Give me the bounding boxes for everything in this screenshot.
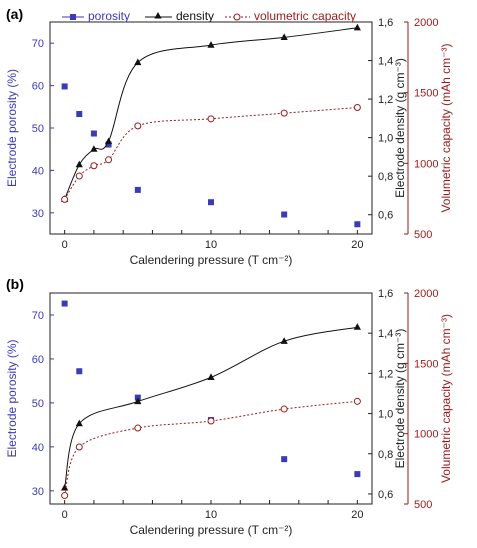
left-tick-label: 30 — [32, 486, 44, 498]
density-point — [280, 33, 288, 41]
right2-tick-label: 1000 — [414, 158, 438, 170]
right2-tick-label: 1000 — [414, 429, 438, 441]
legend-porosity-label: porosity — [88, 9, 130, 23]
capacity-point — [207, 417, 215, 425]
density-point — [104, 137, 113, 145]
porosity-point — [90, 130, 97, 137]
x-tick-label: 10 — [205, 239, 217, 251]
legend-capacity-label: volumetric capacity — [254, 9, 356, 23]
right2-tick-label: 500 — [414, 499, 432, 511]
x-tick-label: 20 — [351, 239, 363, 251]
porosity-axis-label: Electrode porosity (%) — [5, 339, 19, 457]
porosity-axis-label: Electrode porosity (%) — [5, 69, 19, 187]
panel-b: (b) 0 10 20 Calendering pressure (T cm⁻²) 30 4… — [5, 276, 453, 537]
porosity-point — [354, 221, 361, 228]
x-axis-label: Calendering pressure (T cm⁻²) — [130, 253, 293, 267]
capacity-point — [75, 172, 83, 180]
right1-tick-label: 0,8 — [378, 171, 393, 183]
legend-capacity-marker — [233, 13, 241, 21]
capacity-point — [61, 195, 69, 203]
porosity-point — [354, 471, 361, 478]
x-tick-label: 20 — [351, 509, 363, 521]
density-point — [207, 373, 215, 380]
porosity-point — [61, 83, 68, 90]
right2-tick-label: 2000 — [414, 17, 438, 29]
right1-tick-label: 1,0 — [378, 409, 393, 421]
density-point — [90, 145, 98, 152]
left-tick-label: 70 — [32, 38, 44, 50]
capacity-point — [90, 162, 98, 170]
right2-tick-label: 2000 — [414, 288, 438, 300]
legend-density-marker — [154, 12, 162, 19]
left-tick-label: 50 — [32, 398, 44, 410]
right1-tick-label: 0,6 — [378, 210, 393, 222]
left-tick-label: 70 — [32, 310, 44, 322]
left-tick-label: 30 — [32, 208, 44, 220]
left-tick-label: 50 — [32, 123, 44, 135]
capacity-point — [134, 122, 142, 130]
right1-tick-label: 1,4 — [378, 56, 393, 68]
legend: porosity density volumetric capacity — [62, 9, 356, 23]
porosity-point — [134, 186, 141, 193]
x-axis-label: Calendering pressure (T cm⁻²) — [130, 523, 293, 537]
panel-a: (a) 0 10 20 Calendering pressure (T cm⁻²) 30 4… — [5, 6, 453, 267]
left-tick-label: 60 — [32, 81, 44, 93]
density-axis-label: Electrode density (g cm⁻³) — [393, 58, 407, 198]
x-tick-label: 0 — [62, 509, 68, 521]
capacity-point — [75, 443, 83, 451]
density-point — [353, 23, 361, 31]
porosity-point — [61, 300, 68, 307]
capacity-point — [353, 397, 361, 405]
capacity-line — [64, 400, 358, 496]
right2-tick-label: 1500 — [414, 358, 438, 370]
plot-frame — [49, 292, 373, 505]
density-line — [64, 27, 358, 200]
porosity-point — [105, 141, 112, 148]
right1-tick-label: 0,6 — [378, 489, 393, 501]
right1-tick-label: 1,2 — [378, 94, 393, 106]
capacity-point — [61, 492, 69, 500]
right1-tick-label: 0,8 — [378, 449, 393, 461]
panel-label: (b) — [6, 276, 24, 292]
density-point — [207, 41, 215, 48]
right2-tick-label: 1500 — [414, 88, 438, 100]
density-point — [280, 337, 288, 344]
density-point — [134, 58, 142, 66]
capacity-point — [207, 115, 215, 123]
porosity-point — [208, 199, 214, 206]
right1-tick-label: 1,4 — [378, 328, 393, 340]
capacity-point — [134, 424, 142, 432]
density-point — [75, 419, 83, 427]
right1-tick-label: 1,6 — [378, 17, 393, 29]
right2-tick-label: 500 — [414, 229, 432, 241]
porosity-point — [281, 456, 288, 463]
left-tick-label: 40 — [32, 442, 44, 454]
density-point — [75, 160, 83, 168]
legend-density-label: density — [176, 9, 214, 23]
density-line — [64, 326, 358, 489]
capacity-point — [280, 109, 288, 117]
x-tick-label: 10 — [205, 509, 217, 521]
capacity-point — [353, 104, 361, 112]
left-tick-label: 40 — [32, 165, 44, 177]
left-tick-label: 60 — [32, 354, 44, 366]
density-point — [134, 397, 142, 405]
porosity-point — [76, 368, 83, 375]
capacity-axis-label: Volumetric capacity (mAh cm⁻³) — [439, 314, 453, 483]
x-tick-label: 0 — [62, 239, 68, 251]
capacity-point — [280, 405, 288, 413]
porosity-point — [76, 111, 83, 118]
right1-tick-label: 1,6 — [378, 288, 393, 300]
right1-tick-label: 1,2 — [378, 368, 393, 380]
capacity-point — [105, 156, 113, 164]
porosity-point — [281, 211, 288, 218]
right1-tick-label: 1,0 — [378, 133, 393, 145]
density-point — [61, 483, 69, 491]
density-axis-label: Electrode density (g cm⁻³) — [393, 329, 407, 469]
density-point — [353, 323, 361, 330]
capacity-axis-label: Volumetric capacity (mAh cm⁻³) — [439, 43, 453, 212]
panel-label: (a) — [6, 6, 23, 22]
